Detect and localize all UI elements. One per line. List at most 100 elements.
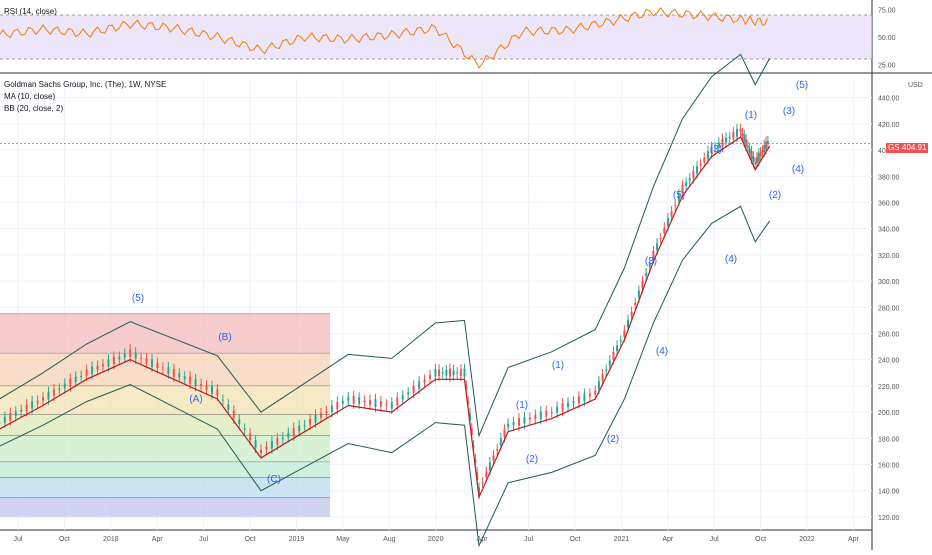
candle-body: [594, 391, 596, 394]
candle-body: [31, 401, 33, 408]
candle-body: [700, 164, 702, 166]
y-tick-label: 160.00: [878, 462, 900, 469]
candle-body: [15, 411, 17, 416]
rsi-tick-label: 25.00: [878, 63, 896, 70]
candle-body: [429, 375, 431, 379]
candle-body: [249, 433, 251, 440]
wave-label: (3): [645, 256, 657, 267]
candle-body: [80, 376, 82, 377]
candle-body: [97, 366, 99, 370]
wave-label: (3): [783, 106, 795, 117]
wave-label: (2): [769, 190, 781, 201]
candle-body: [195, 379, 197, 386]
candle-body: [156, 363, 158, 368]
candle-body: [222, 400, 224, 401]
candle-body: [364, 401, 366, 402]
candle-body: [583, 394, 585, 401]
rsi-legend[interactable]: RSI (14, close): [4, 7, 57, 16]
bb-legend[interactable]: BB (20, close, 2): [4, 104, 63, 113]
candle-body: [578, 396, 580, 403]
candle-body: [255, 440, 257, 448]
candle-body: [42, 397, 44, 400]
candle-body: [402, 395, 404, 399]
candle-body: [642, 281, 644, 288]
candle-body: [758, 153, 760, 161]
candle-body: [725, 138, 727, 143]
candle-body: [703, 158, 705, 162]
fib-zone: [0, 497, 330, 517]
candle-body: [763, 145, 765, 152]
candle-body: [64, 383, 66, 388]
candle-body: [146, 358, 148, 363]
candle-body: [513, 422, 515, 425]
candle-body: [265, 447, 267, 450]
wave-label: (A): [189, 394, 202, 405]
candle-body: [75, 377, 77, 383]
candle-body: [26, 404, 28, 411]
candle-body: [380, 401, 382, 407]
candle-body: [178, 373, 180, 377]
candle-body: [140, 358, 142, 359]
candle-body: [107, 359, 109, 366]
candle-body: [287, 433, 289, 438]
candle-body: [167, 367, 169, 373]
candle-body: [396, 398, 398, 406]
y-tick-label: 120.00: [878, 515, 900, 522]
candle-body: [609, 360, 611, 365]
candle-body: [589, 393, 591, 396]
candle-body: [124, 354, 126, 358]
y-tick-label: 420.00: [878, 122, 900, 129]
wave-label: (1): [516, 400, 528, 411]
candle-body: [503, 430, 505, 438]
candle-body: [518, 418, 520, 425]
candle-body: [456, 372, 458, 373]
fib-zone: [0, 386, 330, 415]
candle-body: [9, 413, 11, 421]
y-tick-label: 200.00: [878, 410, 900, 417]
candle-body: [238, 419, 240, 424]
candle-body: [645, 273, 647, 276]
x-tick-label: Apr: [848, 536, 860, 543]
candle-body: [631, 312, 633, 316]
candle-body: [602, 374, 604, 381]
x-tick-label: 2020: [428, 536, 444, 543]
y-tick-label: 360.00: [878, 200, 900, 207]
y-tick-label: 300.00: [878, 279, 900, 286]
candle-body: [260, 450, 262, 453]
candle-body: [696, 166, 698, 173]
currency-label: USD: [908, 82, 923, 89]
wave-label: (5): [132, 293, 144, 304]
x-tick-label: Jul: [524, 536, 533, 543]
ma-legend[interactable]: MA (10, close): [4, 92, 55, 101]
candle-body: [752, 156, 754, 162]
y-tick-label: 440.00: [878, 96, 900, 103]
candle-body: [707, 151, 709, 159]
fib-zone: [0, 353, 330, 386]
candle-body: [634, 303, 636, 305]
rsi-tick-label: 50.00: [878, 35, 896, 42]
symbol-title[interactable]: Goldman Sachs Group, Inc. (The), 1W, NYS…: [4, 80, 166, 89]
candle-body: [162, 367, 164, 368]
x-tick-label: Jul: [199, 536, 208, 543]
y-tick-label: 260.00: [878, 331, 900, 338]
candle-body: [413, 386, 415, 393]
candle-body: [740, 129, 742, 132]
x-tick-label: Oct: [570, 536, 581, 543]
candle-body: [184, 376, 186, 379]
candle-body: [689, 178, 691, 181]
x-tick-label: 2021: [614, 536, 630, 543]
candle-body: [729, 137, 731, 138]
candle-body: [732, 132, 734, 139]
x-tick-label: 2022: [799, 536, 815, 543]
candle-body: [102, 364, 104, 366]
candle-body: [485, 472, 487, 478]
candle-body: [358, 397, 360, 404]
candle-body: [438, 370, 440, 376]
candle-body: [385, 404, 387, 405]
candle-body: [489, 462, 491, 470]
candle-body: [113, 357, 115, 364]
candle-body: [282, 437, 284, 439]
candle-body: [276, 438, 278, 445]
candle-body: [320, 413, 322, 418]
